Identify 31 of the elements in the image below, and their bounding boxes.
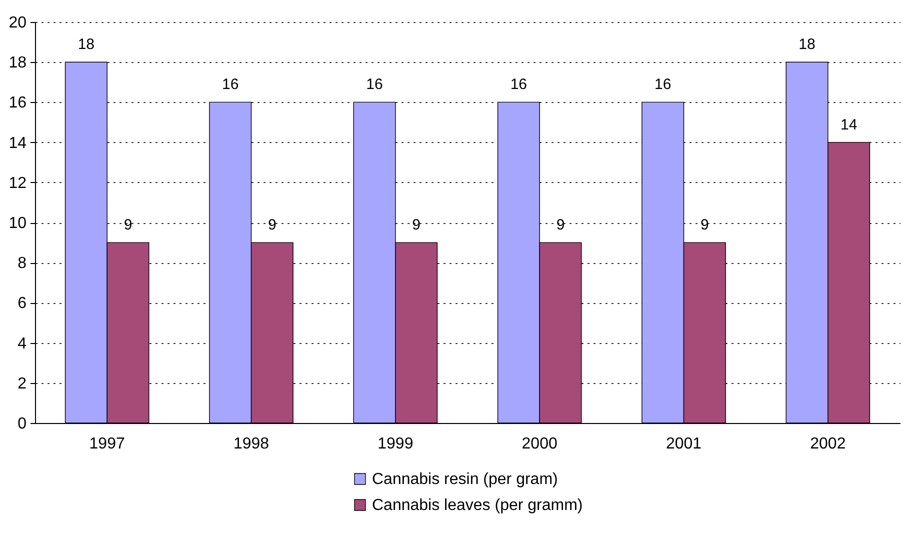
y-tick-label: 18	[8, 54, 27, 72]
data-label: 16	[222, 76, 239, 94]
y-tick-label: 2	[18, 375, 27, 392]
y-tick-label: 12	[8, 174, 27, 192]
data-label: 18	[78, 36, 95, 54]
data-label: 9	[124, 216, 132, 234]
data-label: 9	[268, 216, 276, 234]
data-label: 18	[798, 36, 816, 54]
y-tick-label: 8	[18, 255, 27, 272]
x-tick-label: 1997	[89, 436, 125, 452]
data-label: 16	[366, 76, 383, 94]
y-tick-label: 20	[8, 14, 27, 32]
y-tick-label: 14	[8, 134, 27, 152]
y-tick-label: 4	[18, 335, 27, 352]
x-tick-label: 2001	[666, 436, 702, 452]
x-tick-label: 2000	[522, 436, 558, 452]
y-tick-label: 0	[18, 416, 27, 432]
legend-label: Cannabis leaves (per gramm)	[372, 497, 583, 514]
data-label: 14	[840, 116, 858, 134]
data-label: 9	[412, 216, 420, 234]
data-label: 16	[654, 76, 672, 94]
data-label: 9	[700, 216, 709, 234]
x-tick-label: 1999	[378, 436, 414, 452]
x-tick-label: 1998	[233, 436, 270, 452]
y-tick-label: 6	[18, 295, 27, 312]
data-label: 16	[510, 76, 528, 94]
y-tick-label: 10	[8, 215, 27, 232]
x-tick-label: 2002	[810, 436, 846, 452]
data-label: 9	[556, 216, 565, 234]
y-tick-label: 16	[8, 94, 27, 112]
legend-label: Cannabis resin (per gram)	[372, 471, 558, 488]
